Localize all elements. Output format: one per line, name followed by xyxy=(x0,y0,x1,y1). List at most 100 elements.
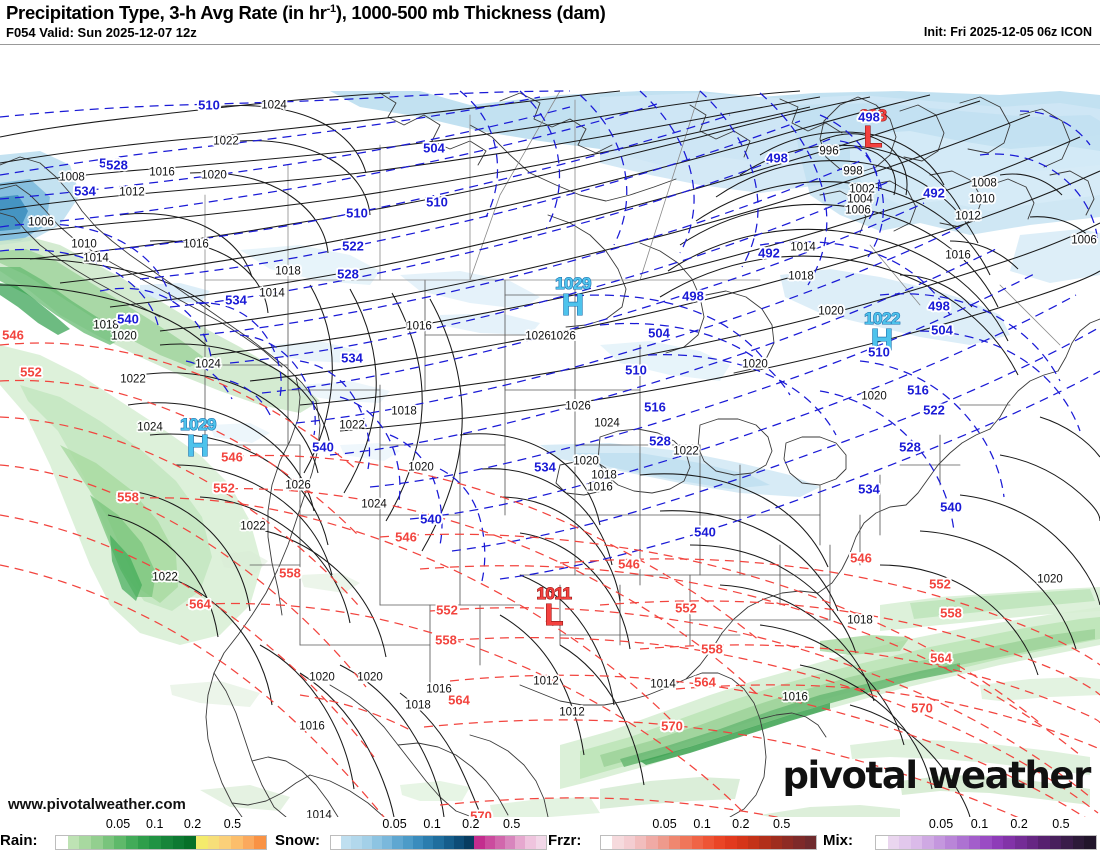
legend-swatch xyxy=(1026,836,1039,849)
legend-colorbar-rain[interactable] xyxy=(55,835,267,850)
precip-pnw-field xyxy=(0,151,540,811)
legend-swatch xyxy=(535,836,546,849)
legend-swatch xyxy=(443,836,454,849)
legend-tick: 0.5 xyxy=(223,817,242,831)
legend-swatch xyxy=(1084,836,1096,849)
legend-swatch xyxy=(991,836,1004,849)
page-title: Precipitation Type, 3-h Avg Rate (in hr-… xyxy=(6,2,606,24)
legend-swatch xyxy=(725,836,737,849)
legend-tick: 0.2 xyxy=(1010,817,1028,831)
legend-swatch xyxy=(657,836,669,849)
legend-swatch xyxy=(933,836,946,849)
legend-swatch xyxy=(876,836,888,849)
legend-tick: 0.1 xyxy=(146,817,164,831)
legend-swatch xyxy=(793,836,805,849)
legend-label-rain: Rain: xyxy=(0,832,38,849)
legend-swatch xyxy=(351,836,362,849)
legend-tick: 0.2 xyxy=(183,817,202,831)
legend-swatch xyxy=(423,836,434,849)
legend-group-snow: Snow: 0.05 0.1 0.2 0.5 xyxy=(275,817,547,850)
legend-swatch xyxy=(980,836,992,849)
legend-group-frzr: Frzr: 0.05 0.1 0.2 0.5 xyxy=(548,817,817,850)
legend-colorbar-snow[interactable] xyxy=(330,835,547,850)
legend-colorbar-mix[interactable] xyxy=(875,835,1097,850)
legend-swatch xyxy=(161,836,173,849)
legend-swatch xyxy=(899,836,911,849)
legend-swatch xyxy=(242,836,255,849)
map-header: Precipitation Type, 3-h Avg Rate (in hr-… xyxy=(0,0,1100,44)
legend-swatch xyxy=(172,836,185,849)
legend-ticks-mix: 0.05 0.1 0.2 0.5 xyxy=(875,817,1095,833)
legend-swatch xyxy=(137,836,150,849)
legend-tick: 0.05 xyxy=(105,817,131,831)
legend-swatch xyxy=(254,836,267,849)
legend-label-snow: Snow: xyxy=(275,832,320,849)
map-canvas[interactable]: 993 L 1029 H 1022 H 1029 H 1011 L 1024 10… xyxy=(0,44,1100,820)
thickness-contours-warm xyxy=(0,342,1100,817)
legend-swatch xyxy=(922,836,934,849)
legend-swatch xyxy=(361,836,372,849)
legend-swatch xyxy=(504,836,516,849)
legend-swatch xyxy=(331,836,342,849)
legend-swatch xyxy=(412,836,424,849)
legend-swatch xyxy=(957,836,969,849)
legend-swatch xyxy=(184,836,197,849)
legend-tick: 0.2 xyxy=(462,817,480,831)
legend-swatch xyxy=(67,836,80,849)
legend-swatch xyxy=(759,836,771,849)
legend-swatch xyxy=(525,836,536,849)
legend-swatch xyxy=(219,836,232,849)
legend-tick: 0.05 xyxy=(928,817,954,831)
legend-tick: 0.5 xyxy=(772,817,791,831)
legend-swatch xyxy=(668,836,681,849)
legend-swatch xyxy=(114,836,127,849)
title-tail: ), 1000-500 mb Thickness (dam) xyxy=(335,2,606,23)
legend-swatch xyxy=(1061,836,1073,849)
legend-swatch xyxy=(341,836,352,849)
legend-swatch xyxy=(79,836,92,849)
legend-swatch xyxy=(402,836,413,849)
legend-tick: 0.05 xyxy=(382,817,407,831)
legend-swatch xyxy=(515,836,526,849)
legend-swatch xyxy=(714,836,726,849)
legend-swatch xyxy=(601,836,613,849)
title-main: Precipitation Type, 3-h Avg Rate (in hr xyxy=(6,2,327,23)
colorbar-legend: Rain: 0.05 0.1 0.2 0.5 Snow: 0.05 0.1 0.2 0.5 Frzr… xyxy=(0,817,1100,850)
legend-swatch xyxy=(910,836,923,849)
legend-swatch xyxy=(623,836,635,849)
site-url-watermark: www.pivotalweather.com xyxy=(8,796,186,813)
legend-ticks-frzr: 0.05 0.1 0.2 0.5 xyxy=(600,817,815,833)
legend-swatch xyxy=(484,836,495,849)
brand-watermark: pivotal weather xyxy=(782,754,1091,797)
legend-swatch xyxy=(392,836,403,849)
legend-swatch xyxy=(770,836,782,849)
legend-swatch xyxy=(433,836,444,849)
legend-swatch xyxy=(207,836,220,849)
legend-swatch xyxy=(748,836,760,849)
legend-swatch xyxy=(680,836,692,849)
legend-swatch xyxy=(453,836,465,849)
legend-swatch xyxy=(231,836,243,849)
legend-group-rain: Rain: 0.05 0.1 0.2 0.5 xyxy=(0,817,267,850)
legend-swatch xyxy=(612,836,624,849)
title-superscript: -1 xyxy=(326,2,336,15)
legend-swatch xyxy=(646,836,658,849)
legend-tick: 0.05 xyxy=(652,817,677,831)
legend-label-mix: Mix: xyxy=(823,832,853,849)
legend-swatch xyxy=(464,836,475,849)
legend-swatch xyxy=(968,836,981,849)
legend-swatch xyxy=(126,836,138,849)
legend-swatch xyxy=(736,836,749,849)
valid-time-label: F054 Valid: Sun 2025-12-07 12z xyxy=(6,25,197,40)
legend-group-mix: Mix: 0.05 0.1 0.2 0.5 xyxy=(823,817,1097,850)
legend-tick: 0.1 xyxy=(970,817,989,831)
isobar-contours xyxy=(0,90,1100,817)
legend-tick: 0.1 xyxy=(693,817,711,831)
legend-swatch xyxy=(371,836,383,849)
legend-ticks-snow: 0.05 0.1 0.2 0.5 xyxy=(330,817,545,833)
legend-tick: 0.5 xyxy=(502,817,521,831)
legend-swatch xyxy=(1014,836,1027,849)
legend-swatch xyxy=(691,836,703,849)
legend-colorbar-frzr[interactable] xyxy=(600,835,817,850)
